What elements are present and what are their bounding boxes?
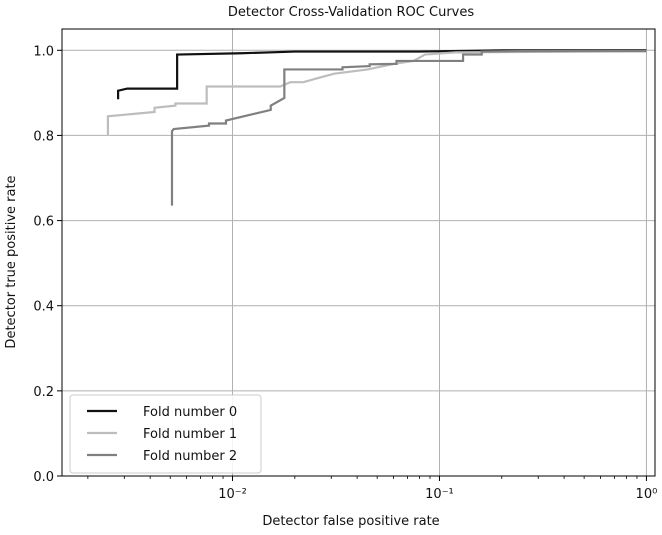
series-line-fold-0 [116, 49, 647, 100]
y-tick-label: 1.0 [33, 44, 54, 59]
legend: Fold number 0 Fold number 1 Fold number 2 [69, 394, 262, 474]
y-tick-label: 0.2 [33, 385, 54, 400]
series-layer [106, 49, 647, 206]
legend-box [69, 394, 262, 474]
x-tick-label: 10⁻¹ [425, 487, 454, 502]
y-tick-label: 0.6 [33, 215, 54, 230]
y-tick-label: 0.0 [33, 470, 54, 485]
y-tick-label: 0.8 [33, 129, 54, 144]
x-tick-label: 10⁰ [636, 487, 658, 502]
y-axis-label: Detector true positive rate [4, 175, 19, 348]
chart-title: Detector Cross-Validation ROC Curves [228, 5, 474, 20]
legend-label: Fold number 0 [143, 405, 237, 420]
plot-frame [61, 28, 656, 477]
legend-label: Fold number 1 [143, 427, 237, 442]
series-line-fold-2 [170, 50, 647, 206]
x-tick-label: 10⁻² [218, 487, 247, 502]
grid-lines [62, 29, 655, 477]
y-tick-label: 0.4 [33, 300, 54, 315]
x-axis-label: Detector false positive rate [262, 514, 439, 529]
legend-label: Fold number 2 [143, 449, 237, 464]
tick-layer: 0.0 0.2 0.4 0.6 0.8 1.0 10⁻² 10⁻¹ 10⁰ [33, 44, 657, 502]
